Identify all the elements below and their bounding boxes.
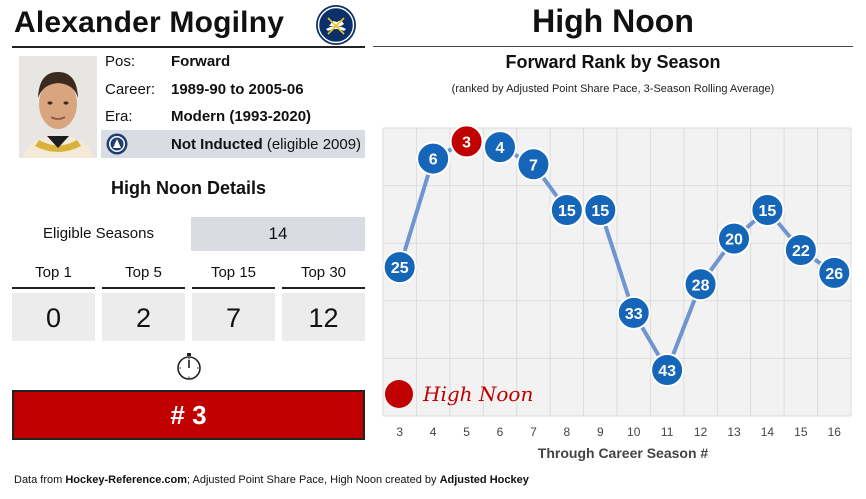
x-tick-label: 4 (430, 425, 437, 439)
rank-point-label: 33 (625, 306, 643, 323)
chart-grid (382, 127, 852, 417)
rank-point-label: 6 (429, 152, 438, 169)
rank-point (717, 221, 751, 256)
details-title: High Noon Details (110, 178, 266, 198)
chart-points: 25 6 3 4 7 15 15 33 43 28 20 15 22 26 (382, 124, 852, 387)
career-label: Career: (105, 81, 156, 98)
chart-title: Forward Rank by Season (505, 52, 721, 72)
footer-middle: ; Adjusted Point Share Pace, High Noon c… (187, 474, 440, 486)
top30-label: Top 30 (300, 264, 347, 281)
x-tick-label: 8 (564, 425, 571, 439)
hof-status-text: Not Inducted (171, 136, 263, 153)
rank-point (783, 233, 818, 267)
top5-label: Top 5 (125, 264, 162, 281)
top15-label: Top 15 (210, 264, 257, 281)
x-tick-label: 12 (694, 425, 708, 439)
x-tick-label: 11 (661, 425, 674, 439)
footer-creator: Adjusted Hockey (439, 474, 529, 486)
page-title: High Noon (532, 3, 694, 39)
pos-label: Pos: (105, 53, 136, 70)
legend-high-noon-label: High Noon (422, 382, 533, 406)
x-tick-label: 3 (396, 425, 403, 439)
rank-point (817, 255, 852, 290)
career-value: 1989-90 to 2005-06 (171, 81, 304, 98)
top15-value: 7 (192, 293, 275, 341)
era-label: Era: (105, 108, 133, 125)
player-photo (19, 56, 97, 158)
rank-point-label: 7 (529, 157, 538, 174)
chart-x-axis-label: Through Career Season # (538, 445, 709, 461)
rank-point (750, 193, 785, 227)
x-tick-label: 6 (497, 425, 504, 439)
top15-rule (192, 287, 275, 289)
rank-point (416, 141, 451, 176)
name-underline (12, 46, 365, 48)
x-tick-label: 15 (794, 425, 808, 439)
rank-point (516, 147, 551, 182)
x-tick-label: 13 (727, 425, 741, 439)
top5-rule (102, 287, 185, 289)
rank-point (683, 267, 718, 302)
top1-value: 0 (12, 293, 95, 341)
x-tick-label: 5 (463, 425, 470, 439)
hof-eligible-text: (eligible 2009) (266, 136, 362, 153)
rank-point (549, 193, 584, 227)
chart-legend: High Noon (385, 380, 533, 408)
rank-line-chart: 25 6 3 4 7 15 15 33 43 28 20 15 22 26 3 4 5 6 7 8 9 10 11 12 13… (382, 124, 852, 461)
pos-value: Forward (171, 53, 231, 70)
rank-point-label: 4 (496, 140, 505, 157)
top1-label: Top 1 (35, 264, 72, 281)
x-tick-label: 9 (597, 425, 604, 439)
rank-point (382, 250, 417, 285)
top30-rule (282, 287, 365, 289)
rank-point-label: 26 (825, 266, 843, 283)
rank-point-label: 20 (725, 232, 743, 249)
top5-value: 2 (102, 293, 185, 341)
rank-point (583, 193, 618, 227)
rank-point (616, 295, 651, 330)
x-tick-label: 16 (828, 425, 842, 439)
rank-point-label: 43 (658, 363, 676, 380)
sabres-logo-icon (316, 5, 356, 45)
player-headshot (19, 56, 97, 158)
legend-high-noon-marker (385, 380, 413, 408)
hof-status-band (101, 130, 365, 158)
stopwatch-icon (177, 353, 201, 380)
footer-source: Hockey-Reference.com (65, 474, 188, 486)
hof-status: Not Inducted (eligible 2009) (171, 136, 361, 153)
rank-point (650, 353, 685, 387)
chart-x-ticks: 3 4 5 6 7 8 9 10 11 12 13 14 15 16 (396, 425, 841, 439)
x-tick-label: 10 (627, 425, 641, 439)
rank-point-label: 28 (692, 277, 710, 294)
rank-point-label: 15 (591, 203, 609, 220)
rank-point (483, 130, 517, 165)
top30-value: 12 (282, 293, 365, 341)
footer-credits: Data from Hockey-Reference.com; Adjusted… (14, 474, 529, 486)
x-tick-label: 7 (530, 425, 537, 439)
footer-prefix: Data from (14, 474, 66, 486)
rank-point-label: 25 (391, 260, 409, 277)
rank-point-label: 22 (792, 243, 810, 260)
era-value: Modern (1993-2020) (171, 108, 312, 125)
chart-subtitle: (ranked by Adjusted Point Share Pace, 3-… (451, 83, 775, 95)
eligible-seasons-label: Eligible Seasons (43, 225, 154, 242)
high-noon-point (449, 124, 484, 159)
rank-point-label: 15 (759, 203, 777, 220)
high-noon-rank: # 3 (12, 390, 365, 440)
rank-point-label: 15 (558, 203, 576, 220)
eligible-seasons-value: 14 (191, 217, 365, 251)
top1-rule (12, 287, 95, 289)
hockey-hall-of-fame-icon (106, 133, 128, 155)
player-name: Alexander Mogilny (14, 6, 285, 39)
title-underline (373, 46, 853, 47)
x-tick-label: 14 (761, 425, 775, 439)
rank-point-label: 3 (462, 134, 471, 151)
